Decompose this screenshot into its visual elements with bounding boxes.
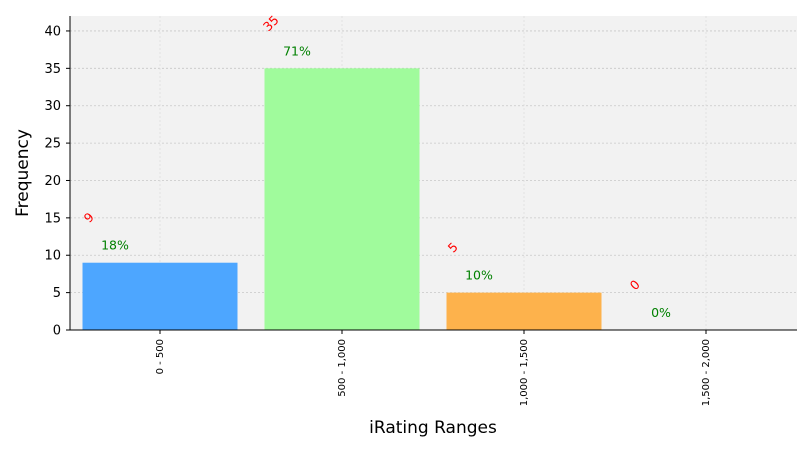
x-tick-label: 1,500 - 2,000: [701, 339, 712, 406]
percent-label: 18%: [101, 238, 129, 253]
x-axis-label: iRating Ranges: [369, 418, 497, 438]
bar: [446, 292, 602, 330]
percent-label: 10%: [465, 268, 493, 283]
x-tick-label: 0 - 500: [155, 339, 166, 374]
percent-label: 71%: [283, 43, 311, 58]
y-tick-label: 0: [53, 324, 61, 339]
y-tick-label: 15: [44, 211, 61, 226]
y-tick-label: 20: [44, 174, 61, 189]
bar: [82, 262, 238, 330]
y-tick-label: 30: [44, 99, 61, 114]
x-tick-label: 500 - 1,000: [337, 339, 348, 397]
y-tick-label: 40: [44, 24, 61, 39]
bars: [82, 68, 602, 330]
y-tick-label: 25: [44, 137, 61, 152]
y-axis-label: Frequency: [13, 129, 33, 217]
y-tick-label: 5: [53, 286, 61, 301]
y-axis-ticks: 0 5 10 15 20 25 30 35 40: [44, 24, 70, 339]
y-tick-label: 10: [44, 249, 61, 264]
percent-label: 0%: [651, 305, 671, 320]
x-tick-label: 1,000 - 1,500: [519, 339, 530, 406]
x-axis-ticks: 0 - 500 500 - 1,000 1,000 - 1,500 1,500 - 2…: [155, 330, 712, 406]
y-tick-label: 35: [44, 62, 61, 77]
bar: [264, 68, 420, 330]
